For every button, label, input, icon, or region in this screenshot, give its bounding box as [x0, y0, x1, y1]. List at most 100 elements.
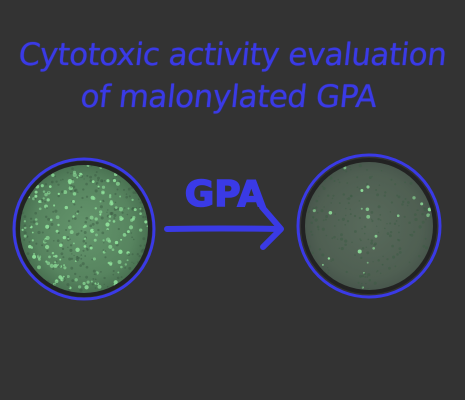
- cell-speck: [70, 266, 74, 270]
- cell-speck: [40, 199, 44, 202]
- cell-speck: [72, 185, 76, 189]
- cell-speck: [321, 185, 324, 188]
- cell-speck: [346, 182, 349, 184]
- cell-speck: [114, 206, 118, 209]
- arrow-label: GPA: [185, 174, 266, 215]
- cell-speck: [23, 224, 27, 227]
- cell-speck: [57, 192, 60, 196]
- cell-speck: [365, 282, 367, 285]
- cell-speck: [85, 275, 88, 279]
- cell-speck: [392, 255, 396, 259]
- cell-speck: [131, 198, 134, 202]
- cell-speck: [34, 190, 38, 194]
- cell-speck: [103, 276, 106, 280]
- cell-speck: [363, 272, 367, 276]
- cell-speck: [50, 180, 54, 184]
- cell-speck: [410, 233, 414, 237]
- cell-speck: [77, 256, 80, 260]
- cell-speck: [398, 231, 400, 234]
- cell-speck: [326, 194, 330, 197]
- cell-speck: [83, 231, 87, 234]
- cell-speck: [316, 225, 320, 229]
- cell-speck: [74, 278, 78, 282]
- cell-speck: [73, 254, 75, 257]
- cell-speck: [131, 253, 134, 256]
- cell-speck: [77, 232, 80, 235]
- cell-speck: [61, 178, 64, 181]
- cell-speck: [347, 197, 351, 200]
- cell-speck: [328, 211, 333, 215]
- cell-field-left: [20, 165, 148, 293]
- cell-speck: [35, 222, 39, 226]
- cell-speck: [427, 207, 432, 212]
- cell-speck: [52, 210, 55, 213]
- cell-speck: [92, 277, 95, 280]
- cell-speck: [35, 242, 38, 245]
- cell-speck: [94, 189, 98, 193]
- cell-speck: [82, 188, 85, 191]
- cell-speck: [340, 247, 344, 251]
- cell-speck: [61, 242, 63, 244]
- cell-speck: [68, 286, 71, 289]
- cell-speck: [124, 267, 126, 269]
- cell-speck: [333, 225, 336, 227]
- cell-speck: [363, 225, 367, 228]
- cell-speck: [33, 252, 36, 256]
- cell-speck: [321, 263, 324, 266]
- cell-speck: [370, 211, 374, 214]
- cell-speck: [139, 228, 143, 232]
- cell-speck: [371, 175, 373, 178]
- cell-speck: [44, 183, 48, 186]
- cell-speck: [320, 209, 324, 213]
- cell-speck: [396, 253, 399, 256]
- cell-speck: [138, 254, 141, 258]
- cell-speck: [118, 249, 123, 255]
- cell-speck: [366, 276, 369, 278]
- cell-speck: [321, 253, 325, 257]
- cell-speck: [119, 195, 122, 198]
- cell-speck: [344, 214, 347, 217]
- cell-speck: [139, 201, 143, 204]
- cell-speck: [72, 192, 77, 196]
- cell-speck: [423, 208, 427, 212]
- cell-speck: [112, 270, 115, 272]
- cell-speck: [127, 207, 130, 210]
- cell-speck: [130, 216, 133, 219]
- cell-speck: [105, 237, 111, 242]
- cell-speck: [108, 244, 113, 249]
- cell-speck: [82, 249, 85, 252]
- cell-speck: [412, 196, 416, 200]
- cell-speck: [139, 212, 142, 216]
- cell-speck: [84, 255, 87, 257]
- cell-speck: [62, 256, 65, 259]
- cell-speck: [110, 211, 114, 215]
- cell-speck: [99, 200, 102, 203]
- cell-speck: [23, 226, 27, 230]
- cell-speck: [373, 243, 376, 247]
- cell-speck: [52, 268, 55, 270]
- cell-speck: [106, 179, 110, 183]
- cell-speck: [109, 201, 114, 206]
- cell-speck: [38, 254, 41, 257]
- cell-speck: [70, 257, 74, 261]
- cell-speck: [114, 240, 119, 245]
- cell-speck: [38, 258, 41, 261]
- cell-speck: [108, 215, 112, 218]
- cell-speck: [67, 246, 69, 249]
- cell-speck: [344, 223, 347, 226]
- cell-speck: [85, 182, 88, 186]
- cell-speck: [368, 278, 372, 282]
- cell-speck: [28, 240, 31, 243]
- cell-speck: [422, 244, 426, 248]
- cell-speck: [338, 181, 341, 184]
- cell-speck: [72, 200, 75, 203]
- cell-speck: [41, 244, 44, 247]
- cell-speck: [343, 169, 345, 171]
- cell-speck: [41, 231, 44, 234]
- cell-speck: [322, 187, 326, 190]
- cell-speck: [342, 193, 346, 196]
- cell-speck: [57, 223, 60, 227]
- cell-speck: [115, 176, 117, 178]
- cell-speck: [341, 217, 345, 221]
- cell-speck: [84, 242, 87, 245]
